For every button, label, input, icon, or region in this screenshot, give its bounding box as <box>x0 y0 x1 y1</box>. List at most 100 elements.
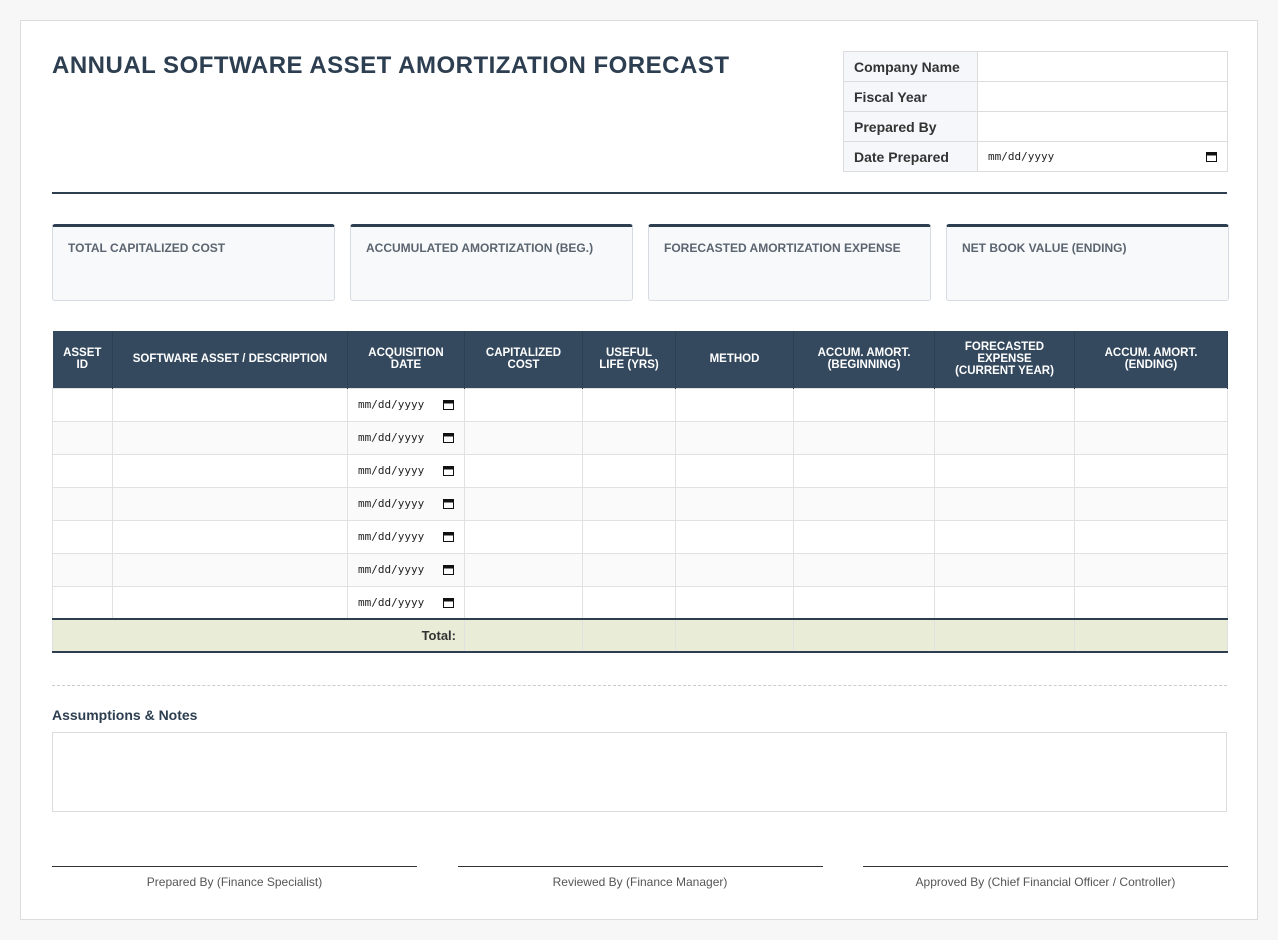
info-label: Fiscal Year <box>843 81 978 112</box>
calendar-icon <box>443 565 454 575</box>
cell[interactable] <box>1074 552 1228 587</box>
cell[interactable] <box>464 486 583 521</box>
cell[interactable] <box>675 519 794 554</box>
date-placeholder: mm/dd/yyyy <box>358 530 425 543</box>
summary-card: FORECASTED AMORTIZATION EXPENSE <box>648 224 931 301</box>
date-field[interactable]: mm/dd/yyyy <box>358 431 454 444</box>
cell[interactable]: mm/dd/yyyy <box>347 453 465 488</box>
cell[interactable] <box>112 453 348 488</box>
cell[interactable] <box>582 552 676 587</box>
cell[interactable] <box>793 453 935 488</box>
cell[interactable] <box>464 420 583 455</box>
cell[interactable] <box>934 387 1075 422</box>
date-field[interactable]: mm/dd/yyyy <box>358 530 454 543</box>
cell[interactable]: mm/dd/yyyy <box>347 387 465 422</box>
cell[interactable] <box>464 387 583 422</box>
column-header: ASSET ID <box>52 331 113 388</box>
cell[interactable] <box>793 387 935 422</box>
cell[interactable] <box>675 585 794 620</box>
date-placeholder: mm/dd/yyyy <box>988 150 1055 163</box>
info-input[interactable] <box>977 81 1228 112</box>
cell[interactable] <box>793 585 935 620</box>
date-field[interactable]: mm/dd/yyyy <box>358 398 454 411</box>
cell[interactable] <box>52 486 113 521</box>
cell[interactable] <box>582 387 676 422</box>
date-field[interactable]: mm/dd/yyyy <box>358 563 454 576</box>
cell[interactable] <box>112 486 348 521</box>
notes-box[interactable] <box>52 732 1227 812</box>
info-input[interactable]: mm/dd/yyyy <box>977 141 1228 172</box>
cell[interactable] <box>582 486 676 521</box>
cell[interactable] <box>582 453 676 488</box>
data-row: mm/dd/yyyy <box>52 453 1228 488</box>
cell[interactable] <box>675 387 794 422</box>
cell[interactable] <box>675 486 794 521</box>
cell[interactable] <box>934 552 1075 587</box>
info-label: Date Prepared <box>843 141 978 172</box>
cell[interactable] <box>112 387 348 422</box>
cell[interactable] <box>934 585 1075 620</box>
cell[interactable] <box>793 486 935 521</box>
cell[interactable]: mm/dd/yyyy <box>347 552 465 587</box>
cell[interactable] <box>1074 519 1228 554</box>
date-field[interactable]: mm/dd/yyyy <box>358 596 454 609</box>
cell[interactable] <box>793 552 935 587</box>
info-row: Fiscal Year <box>843 81 1228 112</box>
cell[interactable] <box>112 552 348 587</box>
cell[interactable] <box>464 519 583 554</box>
cell[interactable]: mm/dd/yyyy <box>347 585 465 620</box>
date-placeholder: mm/dd/yyyy <box>358 464 425 477</box>
calendar-icon <box>443 433 454 443</box>
date-field[interactable]: mm/dd/yyyy <box>988 150 1217 163</box>
cell[interactable] <box>582 519 676 554</box>
cell[interactable] <box>52 453 113 488</box>
calendar-icon <box>443 499 454 509</box>
cell[interactable] <box>464 552 583 587</box>
cell[interactable] <box>464 585 583 620</box>
column-header: USEFUL LIFE (YRS) <box>582 331 676 388</box>
column-header: SOFTWARE ASSET / DESCRIPTION <box>112 331 348 388</box>
cell[interactable] <box>52 420 113 455</box>
info-row: Date Prepared mm/dd/yyyy <box>843 141 1228 172</box>
cell[interactable] <box>1074 453 1228 488</box>
info-input[interactable] <box>977 111 1228 142</box>
cell[interactable] <box>793 420 935 455</box>
cell[interactable] <box>582 585 676 620</box>
cell[interactable] <box>675 552 794 587</box>
total-cell <box>1074 618 1228 653</box>
column-header: ACCUM. AMORT. (ENDING) <box>1074 331 1228 388</box>
calendar-icon <box>443 400 454 410</box>
cell[interactable]: mm/dd/yyyy <box>347 519 465 554</box>
cell[interactable] <box>934 519 1075 554</box>
signature-line: Reviewed By (Finance Manager) <box>457 866 823 889</box>
cell[interactable] <box>112 420 348 455</box>
info-input[interactable] <box>977 51 1228 82</box>
divider <box>52 685 1227 686</box>
cell[interactable] <box>1074 486 1228 521</box>
info-label: Company Name <box>843 51 978 82</box>
cell[interactable] <box>793 519 935 554</box>
cell[interactable] <box>112 585 348 620</box>
cell[interactable] <box>934 486 1075 521</box>
column-header: ACQUISITION DATE <box>347 331 465 388</box>
cell[interactable] <box>934 453 1075 488</box>
cell[interactable] <box>934 420 1075 455</box>
date-field[interactable]: mm/dd/yyyy <box>358 497 454 510</box>
cell[interactable]: mm/dd/yyyy <box>347 486 465 521</box>
cell[interactable] <box>1074 420 1228 455</box>
cell[interactable] <box>582 420 676 455</box>
title: ANNUAL SOFTWARE ASSET AMORTIZATION FOREC… <box>52 52 730 79</box>
cell[interactable] <box>112 519 348 554</box>
cell[interactable] <box>675 420 794 455</box>
cell[interactable] <box>464 453 583 488</box>
date-field[interactable]: mm/dd/yyyy <box>358 464 454 477</box>
cell[interactable] <box>675 453 794 488</box>
cell[interactable] <box>1074 585 1228 620</box>
cell[interactable] <box>52 585 113 620</box>
cell[interactable] <box>1074 387 1228 422</box>
cell[interactable]: mm/dd/yyyy <box>347 420 465 455</box>
signature-line: Prepared By (Finance Specialist) <box>52 866 417 889</box>
cell[interactable] <box>52 387 113 422</box>
cell[interactable] <box>52 552 113 587</box>
cell[interactable] <box>52 519 113 554</box>
